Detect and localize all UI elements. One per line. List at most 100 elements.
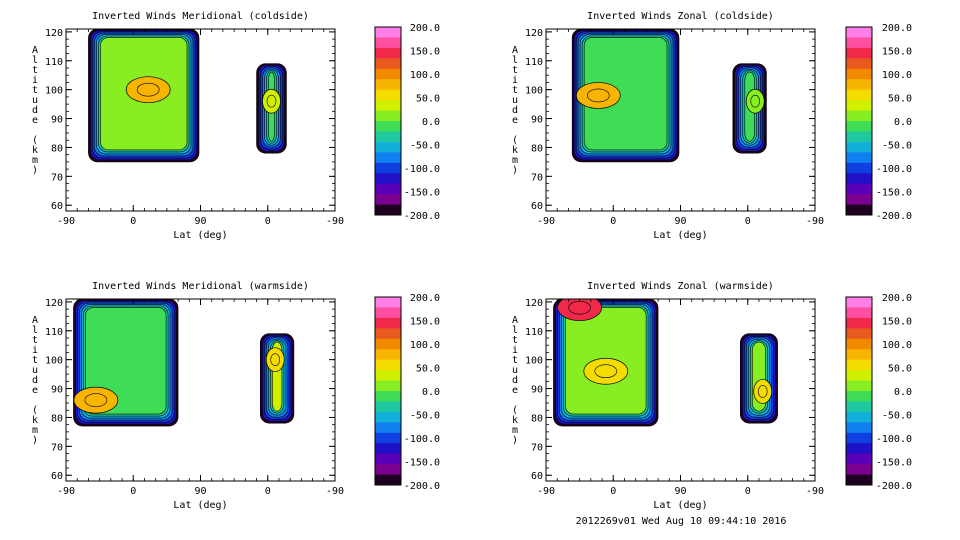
contour-line [84, 393, 108, 407]
colorbar-swatch [846, 464, 872, 475]
contour-line [266, 94, 277, 108]
colorbar-label: -100.0 [876, 164, 912, 175]
contour-feature [73, 386, 119, 414]
colorbar-label: -150.0 [404, 458, 440, 469]
y-tick-label: 100 [525, 356, 543, 367]
colorbar-swatch [375, 317, 401, 329]
x-tick-label: -90 [57, 486, 75, 497]
colorbar-swatch [375, 297, 401, 308]
y-tick-label: 60 [51, 471, 63, 482]
colorbar-swatch [846, 422, 872, 434]
colorbar-swatch [846, 349, 872, 361]
y-tick-label: 70 [531, 172, 543, 183]
x-tick-label: 0 [265, 486, 271, 497]
colorbar-swatch [375, 183, 401, 195]
colorbar-label: 0.0 [894, 117, 912, 128]
colorbar-label: -50.0 [882, 411, 912, 422]
y-tick-label: 80 [51, 413, 63, 424]
colorbar-swatch [375, 121, 401, 132]
y-tick-label: 120 [525, 28, 543, 39]
colorbar-swatch [846, 391, 872, 402]
y-tick-label: 80 [51, 143, 63, 154]
contour-feature [753, 379, 773, 404]
colorbar-swatch [375, 68, 401, 80]
colorbar-swatch [846, 37, 872, 49]
colorbar-swatch [375, 359, 401, 371]
colorbar-label: 100.0 [882, 340, 912, 351]
y-tick-label: 110 [45, 57, 63, 68]
colorbar-swatch [846, 297, 872, 308]
region-fill-ascending [85, 307, 167, 415]
contour-feature [575, 82, 621, 109]
y-tick-label: 120 [45, 298, 63, 309]
colorbar-swatch [846, 141, 872, 153]
colorbar-swatch [846, 162, 872, 174]
y-tick-label: 80 [531, 413, 543, 424]
x-tick-label: 90 [674, 216, 686, 227]
colorbar-swatch [846, 307, 872, 319]
colorbar-swatch [375, 79, 401, 91]
colorbar-swatch [375, 152, 401, 164]
colorbar-label: 150.0 [410, 47, 440, 58]
colorbar-label: 0.0 [422, 117, 440, 128]
colorbar-swatch [375, 47, 401, 59]
colorbar-swatch [846, 152, 872, 164]
y-tick-label: 90 [531, 385, 543, 396]
colorbar-swatch [375, 89, 401, 101]
colorbar-label: 150.0 [882, 317, 912, 328]
colorbar-label: -50.0 [410, 141, 440, 152]
colorbar-swatch [846, 359, 872, 371]
colorbar-frame [374, 296, 402, 486]
plot-area [88, 29, 287, 163]
colorbar-swatch [846, 370, 872, 381]
x-tick-label: 90 [674, 486, 686, 497]
x-tick-label: 0 [610, 486, 616, 497]
x-tick-label: -90 [537, 486, 555, 497]
colorbar-swatch [375, 141, 401, 153]
colorbar-swatch [375, 349, 401, 361]
x-tick-label: -90 [326, 486, 344, 497]
colorbar-swatch [375, 110, 401, 122]
colorbar-label: 50.0 [416, 364, 440, 375]
colorbar-label: 200.0 [410, 293, 440, 304]
contour-feature [125, 76, 171, 104]
colorbar-label: 200.0 [410, 23, 440, 34]
x-tick-label: 90 [194, 486, 206, 497]
x-tick-label: 0 [745, 216, 751, 227]
colorbar-swatch [846, 100, 872, 111]
colorbar-swatch [846, 204, 872, 216]
colorbar-swatch [846, 27, 872, 38]
colorbar-swatch [375, 380, 401, 392]
y-tick-label: 100 [45, 86, 63, 97]
colorbar-swatch [375, 27, 401, 38]
panel-title: Inverted Winds Zonal (warmside) [587, 281, 774, 292]
y-tick-label: 70 [531, 442, 543, 453]
y-tick-label: 90 [51, 385, 63, 396]
contour-panel-4: Inverted Winds Zonal (warmside) 60 70 80 90 1… [512, 281, 912, 511]
colorbar-swatch [846, 380, 872, 392]
x-tick-label: 0 [130, 216, 136, 227]
colorbar-swatch [375, 194, 401, 205]
y-tick-label: 110 [525, 57, 543, 68]
colorbar-label: -200.0 [404, 211, 440, 222]
x-tick-label: -90 [326, 216, 344, 227]
y-tick-label: 100 [45, 356, 63, 367]
x-tick-label: -90 [537, 216, 555, 227]
y-tick-label: 70 [51, 172, 63, 183]
colorbar-swatch [846, 338, 872, 350]
colorbar-swatch [846, 453, 872, 465]
colorbar-swatch [375, 37, 401, 49]
colorbar-swatch [375, 401, 401, 413]
footer-timestamp: 2012269v01 Wed Aug 10 09:44:10 2016 [576, 516, 787, 527]
colorbar-label: 200.0 [882, 293, 912, 304]
colorbar-swatch [375, 443, 401, 455]
colorbar-swatch [846, 89, 872, 101]
colorbar-label: 0.0 [422, 387, 440, 398]
colorbar-label: -50.0 [410, 411, 440, 422]
x-tick-label: -90 [57, 216, 75, 227]
colorbar-label: -100.0 [404, 434, 440, 445]
colorbar-frame [845, 296, 873, 486]
